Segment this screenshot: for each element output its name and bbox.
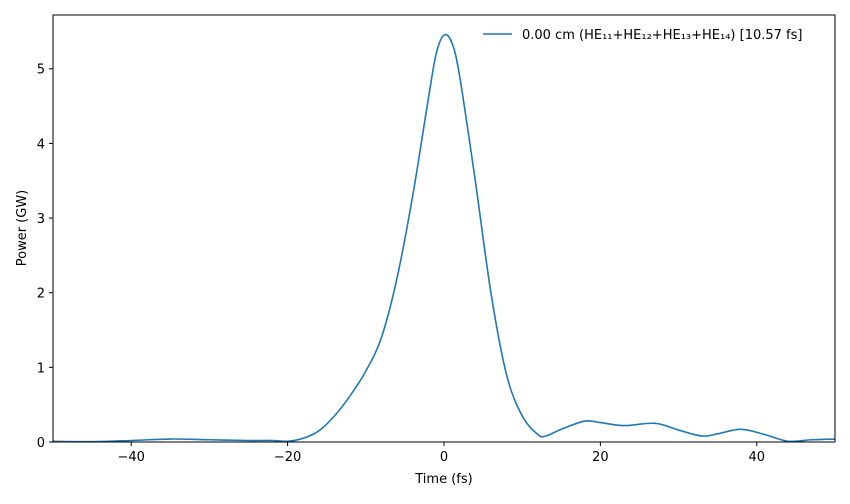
y-tick-label: 1 bbox=[37, 361, 45, 376]
y-tick-label: 3 bbox=[37, 212, 45, 227]
y-axis-label: Power (GW) bbox=[15, 190, 30, 267]
y-tick-label: 0 bbox=[37, 436, 45, 451]
x-tick-label: 40 bbox=[749, 450, 766, 465]
legend-label: 0.00 cm (HE₁₁+HE₁₂+HE₁₃+HE₁₄) [10.57 fs] bbox=[522, 28, 802, 43]
series-line bbox=[52, 33, 836, 443]
y-tick-label: 2 bbox=[37, 287, 45, 302]
x-tick-label: 20 bbox=[592, 450, 609, 465]
legend: 0.00 cm (HE₁₁+HE₁₂+HE₁₃+HE₁₄) [10.57 fs] bbox=[483, 28, 802, 43]
plot-frame bbox=[52, 14, 836, 443]
y-tick-label: 5 bbox=[37, 63, 45, 78]
x-tick-label: −20 bbox=[274, 450, 301, 465]
x-axis-label: Time (fs) bbox=[414, 472, 472, 487]
x-tick-label: 0 bbox=[440, 450, 448, 465]
x-tick-label: −40 bbox=[117, 450, 144, 465]
y-tick-label: 4 bbox=[37, 137, 45, 152]
